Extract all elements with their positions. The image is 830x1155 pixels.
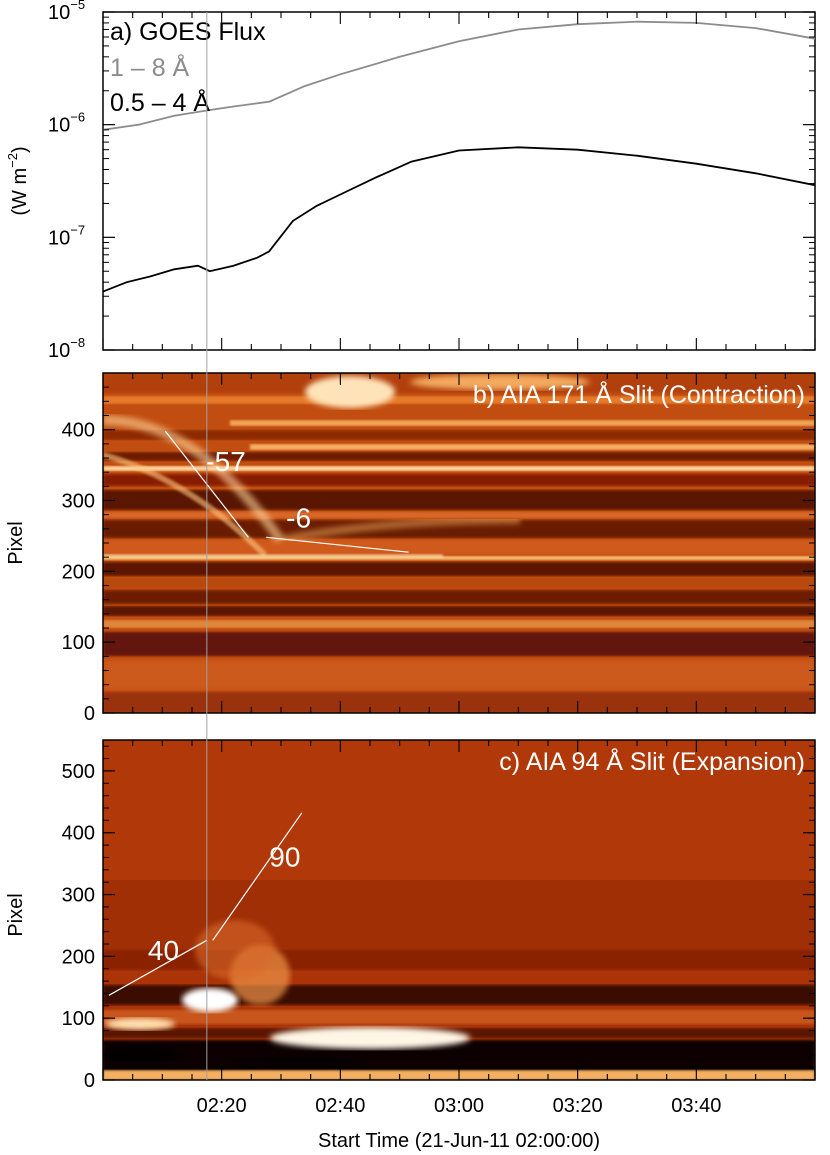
a-ytick-label-0: 10−5: [48, 0, 85, 24]
legend-entry-0-5-4: 0.5 – 4 Å: [110, 87, 210, 117]
b-ytick-label-0: 0: [84, 703, 95, 725]
panel-goes-flux: 10−5 10−6 10−7 10−8 a) GOES Flux 1 – 8 Å 0.…: [5, 0, 816, 362]
c-feature-line-0: [108, 939, 208, 996]
feature-label-2: 40: [148, 935, 179, 966]
c-ytick-label-5: 500: [62, 761, 95, 783]
panel-a-frame: [102, 11, 816, 351]
c-ytick-label-4: 400: [62, 823, 95, 845]
xtick-label-0: 02:20: [197, 1095, 247, 1117]
heatmap-171: [103, 373, 815, 713]
xtick-label-3: 03:20: [553, 1095, 603, 1117]
panel-aia-171: -57 -6 0 100 200 300 400 b) AIA 171 Å Slit (C…: [5, 372, 816, 725]
a-ytick-label-2: 10−7: [48, 222, 85, 249]
xtick-label-4: 03:40: [671, 1095, 721, 1117]
feature-label-3: 90: [269, 842, 300, 873]
series-line-1: [103, 146, 815, 293]
c-ytick-label-3: 300: [62, 885, 95, 907]
x-axis-title: Start Time (21-Jun-11 02:00:00): [318, 1130, 600, 1152]
c-feature-line-1: [212, 812, 303, 941]
panel-a-label: a) GOES Flux: [110, 18, 266, 46]
b-ytick-label-4: 400: [62, 420, 95, 442]
xtick-label-1: 02:40: [315, 1095, 365, 1117]
panel-b-ylabel: Pixel: [5, 521, 27, 564]
b-ytick-label-1: 100: [62, 632, 95, 654]
panel-b-label: b) AIA 171 Å Slit (Contraction): [473, 379, 805, 409]
a-ytick-label-3: 10−8: [48, 335, 85, 362]
xtick-label-2: 03:00: [434, 1095, 484, 1117]
b-ytick-label-2: 200: [62, 561, 95, 583]
series-line-0: [103, 20, 815, 131]
b-ytick-label-3: 300: [62, 491, 95, 513]
legend-entry-1-8: 1 – 8 Å: [110, 52, 190, 82]
c-ytick-label-1: 100: [62, 1008, 95, 1030]
a-ytick-label-1: 10−6: [48, 110, 85, 137]
panel-c-label: c) AIA 94 Å Slit (Expansion): [499, 746, 805, 776]
panel-a-ylabel: (W m−2): [5, 146, 31, 215]
panel-aia-94: 40 90 0 100 200 300 400 500 c) AIA 94 Å Slit (…: [5, 739, 816, 1152]
panel-c-ylabel: Pixel: [5, 893, 27, 936]
feature-label-1: -6: [286, 502, 311, 533]
c-ytick-label-0: 0: [84, 1070, 95, 1092]
c-ytick-label-2: 200: [62, 946, 95, 968]
heatmap-94: [103, 740, 815, 1080]
b-feature-line-1: [266, 536, 409, 553]
feature-label-0: -57: [205, 446, 245, 477]
